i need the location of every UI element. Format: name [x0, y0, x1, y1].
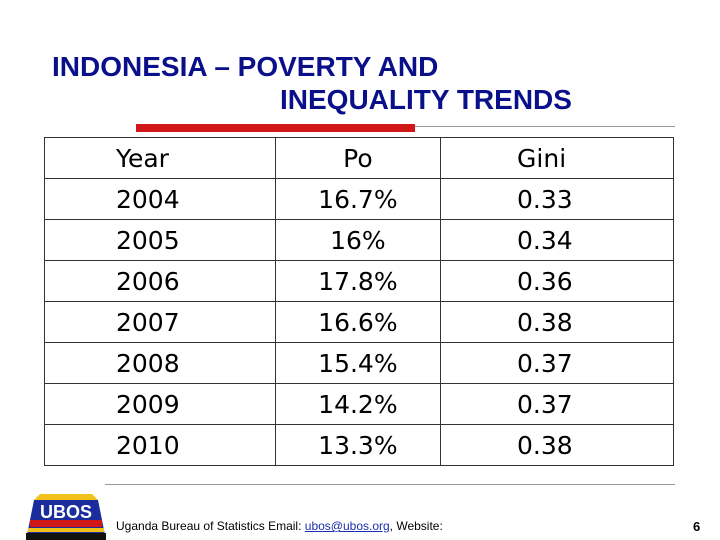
footer-website-text: , Website:	[389, 519, 443, 533]
footer-text: Uganda Bureau of Statistics Email: ubos@…	[116, 519, 443, 533]
cell-gini: 0.36	[440, 260, 674, 302]
cell-year: 2007	[44, 301, 276, 343]
poverty-table: Year Po Gini 2004 16.7% 0.33 2005 16% 0.…	[44, 137, 674, 466]
cell-year: 2006	[44, 260, 276, 302]
cell-year: 2004	[44, 178, 276, 220]
table-row: 2009 14.2% 0.37	[44, 383, 674, 425]
email-link[interactable]: ubos@ubos.org	[304, 519, 390, 533]
cell-po: 16%	[274, 219, 442, 261]
table-row: 2007 16.6% 0.38	[44, 301, 674, 343]
table-row: 2004 16.7% 0.33	[44, 178, 674, 220]
cell-po: 16.7%	[274, 178, 442, 220]
cell-year: 2008	[44, 342, 276, 384]
cell-gini: 0.33	[440, 178, 674, 220]
cell-po: 14.2%	[274, 383, 442, 425]
header-gini: Gini	[440, 137, 674, 179]
cell-po: 13.3%	[274, 424, 442, 466]
title-line-1: INDONESIA – POVERTY AND	[52, 51, 439, 82]
header-year: Year	[44, 137, 276, 179]
table-row: 2008 15.4% 0.37	[44, 342, 674, 384]
cell-po: 15.4%	[274, 342, 442, 384]
page-number: 6	[693, 519, 701, 534]
cell-year: 2010	[44, 424, 276, 466]
footer-divider	[105, 484, 675, 485]
title-line-2: INEQUALITY TRENDS	[280, 84, 572, 115]
slide-title: INDONESIA – POVERTY AND INEQUALITY TREND…	[52, 50, 652, 116]
cell-gini: 0.37	[440, 383, 674, 425]
title-divider	[415, 126, 675, 127]
ubos-logo: UBOS	[26, 494, 106, 540]
accent-bar	[136, 124, 415, 132]
table-header-row: Year Po Gini	[44, 137, 674, 179]
table-row: 2010 13.3% 0.38	[44, 424, 674, 466]
cell-gini: 0.37	[440, 342, 674, 384]
cell-gini: 0.34	[440, 219, 674, 261]
cell-gini: 0.38	[440, 424, 674, 466]
cell-year: 2005	[44, 219, 276, 261]
cell-po: 17.8%	[274, 260, 442, 302]
header-po: Po	[274, 137, 442, 179]
table-row: 2006 17.8% 0.36	[44, 260, 674, 302]
cell-po: 16.6%	[274, 301, 442, 343]
footer-org-text: Uganda Bureau of Statistics Email:	[116, 519, 305, 533]
cell-gini: 0.38	[440, 301, 674, 343]
logo-text: UBOS	[40, 502, 92, 522]
cell-year: 2009	[44, 383, 276, 425]
table-row: 2005 16% 0.34	[44, 219, 674, 261]
